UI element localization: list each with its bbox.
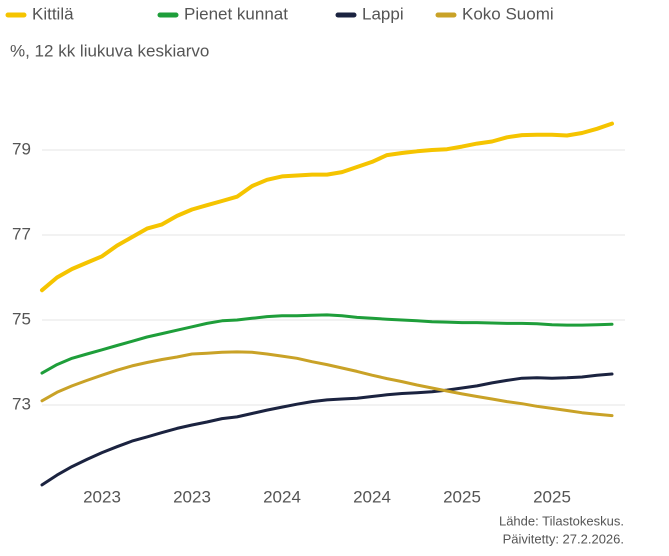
- x-tick-label: 2023: [83, 487, 121, 506]
- legend-label: Pienet kunnat: [184, 4, 288, 23]
- updated: Päivitetty: 27.2.2026.: [503, 531, 624, 546]
- legend-label: Koko Suomi: [462, 4, 554, 23]
- y-tick-label: 79: [12, 139, 31, 158]
- subtitle: %, 12 kk liukuva keskiarvo: [10, 41, 209, 60]
- x-tick-label: 2025: [443, 487, 481, 506]
- y-tick-label: 73: [12, 394, 31, 413]
- y-tick-label: 75: [12, 309, 31, 328]
- series-line: [40, 313, 614, 375]
- legend-label: Kittilä: [32, 4, 74, 23]
- source: Lähde: Tilastokeskus.: [499, 513, 624, 528]
- y-tick-label: 77: [12, 224, 31, 243]
- x-tick-label: 2025: [533, 487, 571, 506]
- x-tick-label: 2024: [263, 487, 301, 506]
- x-tick-label: 2023: [173, 487, 211, 506]
- x-tick-label: 2024: [353, 487, 391, 506]
- series-line: [40, 121, 614, 293]
- legend-label: Lappi: [362, 4, 404, 23]
- series-line: [40, 350, 614, 418]
- series-line: [40, 372, 614, 487]
